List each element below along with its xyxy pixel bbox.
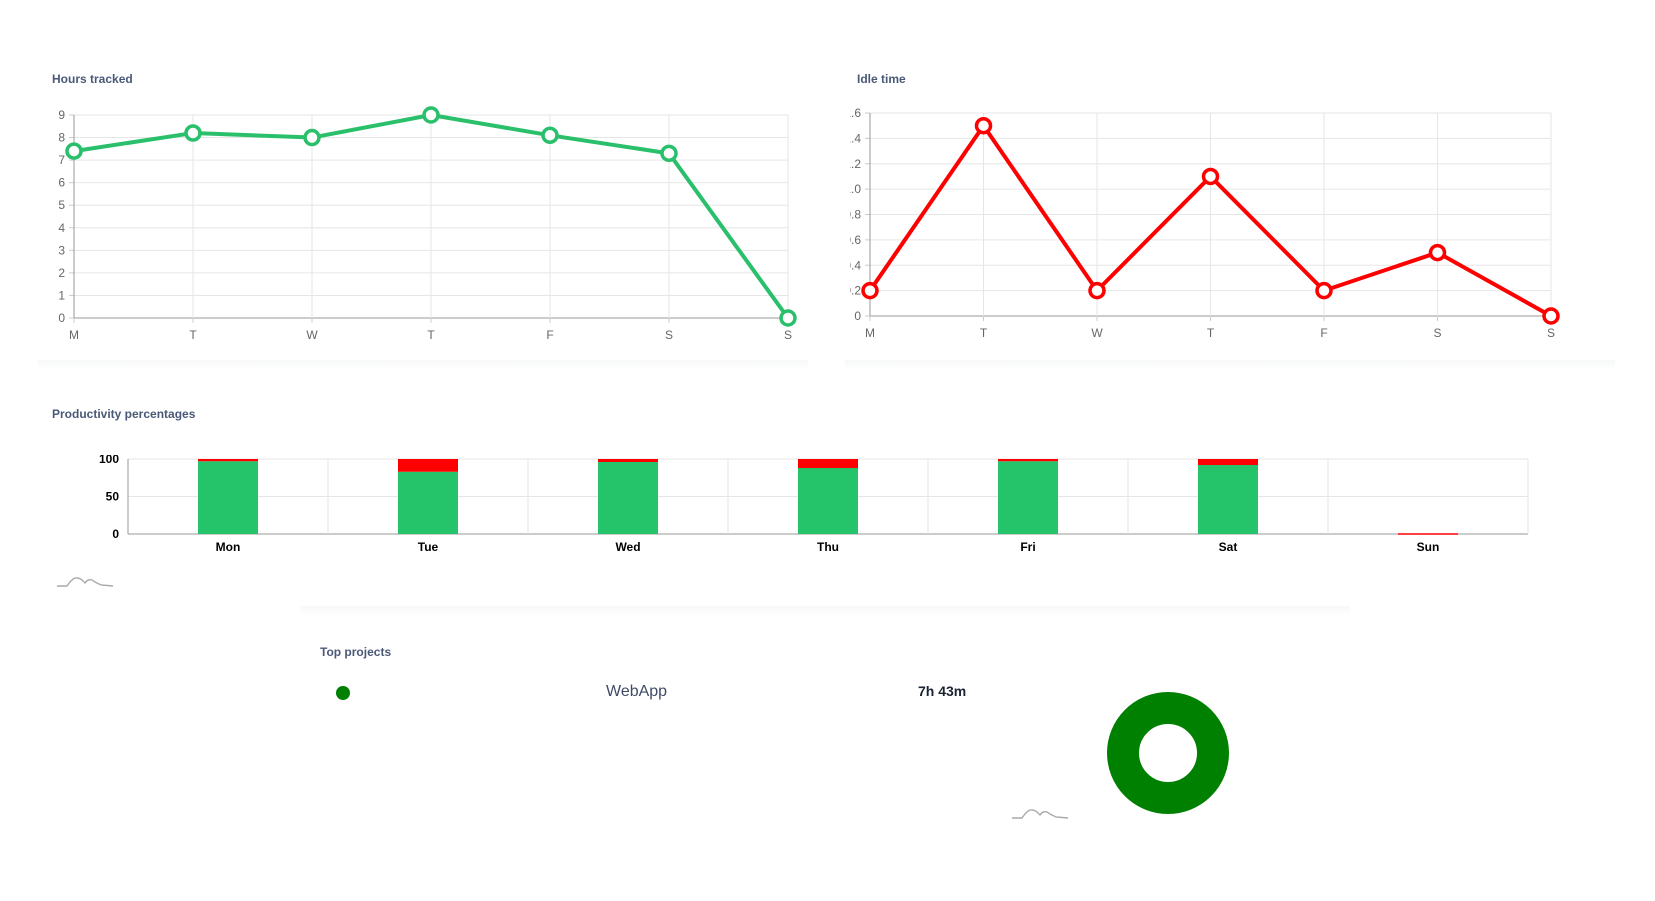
data-point: [1315, 281, 1333, 300]
x-tick-label: T: [427, 328, 435, 342]
productivity-panel-edge: [300, 606, 1350, 616]
y-tick-label: 0.8: [850, 208, 861, 222]
y-tick-label: 1.2: [850, 157, 861, 171]
x-tick-label: Thu: [817, 540, 839, 554]
y-tick-label: 1.0: [850, 182, 861, 196]
donut-slice: [1107, 692, 1229, 814]
top-projects-title: Top projects: [320, 645, 392, 659]
bar-unproductive: [998, 459, 1058, 462]
x-tick-label: W: [1091, 326, 1103, 340]
bar-productive: [998, 461, 1058, 534]
x-tick-label: Fri: [1020, 540, 1035, 554]
data-point: [184, 124, 202, 142]
data-point: [779, 309, 797, 327]
y-tick-label: 6: [58, 176, 65, 190]
productivity-title: Productivity percentages: [52, 407, 196, 421]
y-tick-label: 0.4: [850, 258, 861, 272]
y-tick-label: 9: [58, 108, 65, 122]
idle-time-chart: 0 0.2 0.4 0.6 0.8 1.0 1.2 1.4 1.6 M T W T F S S: [850, 106, 1560, 340]
bar-productive: [1198, 465, 1258, 534]
x-tick-label: Sun: [1417, 540, 1440, 554]
data-point: [1201, 167, 1220, 186]
y-tick-label: 0.6: [850, 233, 861, 247]
y-tick-label: 0: [112, 527, 119, 541]
x-tick-label: Sat: [1219, 540, 1238, 554]
bar-unproductive: [1398, 533, 1458, 535]
x-tick-label: W: [306, 328, 318, 342]
productivity-chart: 0 50 100 Mon Tue Wed Thu Fri Sat Sun: [99, 455, 1529, 554]
y-tick-label: 1.6: [850, 106, 861, 120]
x-tick-label: T: [980, 326, 988, 340]
idle-time-title: Idle time: [857, 72, 906, 86]
x-tick-label: Tue: [418, 540, 439, 554]
y-tick-label: 1.4: [850, 131, 861, 145]
data-point: [660, 144, 678, 163]
bar-unproductive: [398, 459, 458, 472]
data-point: [303, 128, 321, 147]
x-tick-label: S: [1433, 326, 1441, 340]
x-tick-label: Wed: [615, 540, 640, 554]
bar-productive: [398, 471, 458, 534]
y-tick-label: 8: [58, 131, 65, 145]
data-point: [974, 116, 993, 135]
hours-panel-edge: [38, 360, 808, 370]
bar-productive: [598, 462, 658, 534]
hours-tracked-chart: 0 1 2 3 4 5 6 7 8 9 M T W T F S S: [58, 106, 797, 342]
bar-unproductive: [798, 459, 858, 468]
y-tick-label: 1: [58, 288, 65, 302]
x-tick-label: M: [69, 328, 79, 342]
sparkline-icon-2: [1012, 809, 1069, 819]
idle-panel-edge: [845, 360, 1615, 370]
project-name: WebApp: [606, 683, 668, 700]
x-tick-label: T: [1207, 326, 1215, 340]
x-tick-label: M: [865, 326, 875, 340]
y-tick-label: 5: [58, 198, 65, 212]
hours-tracked-title: Hours tracked: [52, 72, 133, 86]
data-point: [422, 106, 440, 124]
data-point: [1542, 307, 1560, 325]
y-tick-label: 100: [99, 455, 119, 466]
bar-unproductive: [1198, 459, 1258, 465]
top-projects-donut-chart: [1107, 692, 1229, 814]
bar-productive: [798, 468, 858, 534]
bar-productive: [198, 461, 258, 534]
x-tick-label: T: [189, 328, 197, 342]
project-list-item[interactable]: WebApp 7h 43m: [320, 680, 980, 710]
x-tick-label: Mon: [216, 540, 241, 554]
project-color-dot: [336, 686, 350, 700]
sparkline-icon: [57, 577, 114, 587]
data-point: [1428, 243, 1447, 262]
x-tick-label: F: [1320, 326, 1327, 340]
project-time: 7h 43m: [918, 683, 967, 699]
y-tick-label: 3: [58, 243, 65, 257]
y-tick-label: 4: [58, 221, 65, 235]
x-tick-label: S: [1547, 326, 1555, 340]
y-tick-label: 0: [854, 309, 861, 323]
y-tick-label: 2: [58, 266, 65, 280]
x-tick-label: F: [546, 328, 553, 342]
data-point: [65, 142, 83, 160]
data-point: [1088, 281, 1106, 300]
data-point: [861, 281, 879, 300]
x-tick-label: S: [665, 328, 673, 342]
y-tick-label: 50: [106, 490, 120, 504]
data-point: [541, 126, 559, 145]
y-tick-label: 0: [58, 311, 65, 325]
bar-unproductive: [198, 459, 258, 462]
y-tick-label: 0.2: [850, 284, 861, 298]
x-tick-label: S: [784, 328, 792, 342]
bar-unproductive: [598, 459, 658, 462]
y-tick-label: 7: [58, 153, 65, 167]
